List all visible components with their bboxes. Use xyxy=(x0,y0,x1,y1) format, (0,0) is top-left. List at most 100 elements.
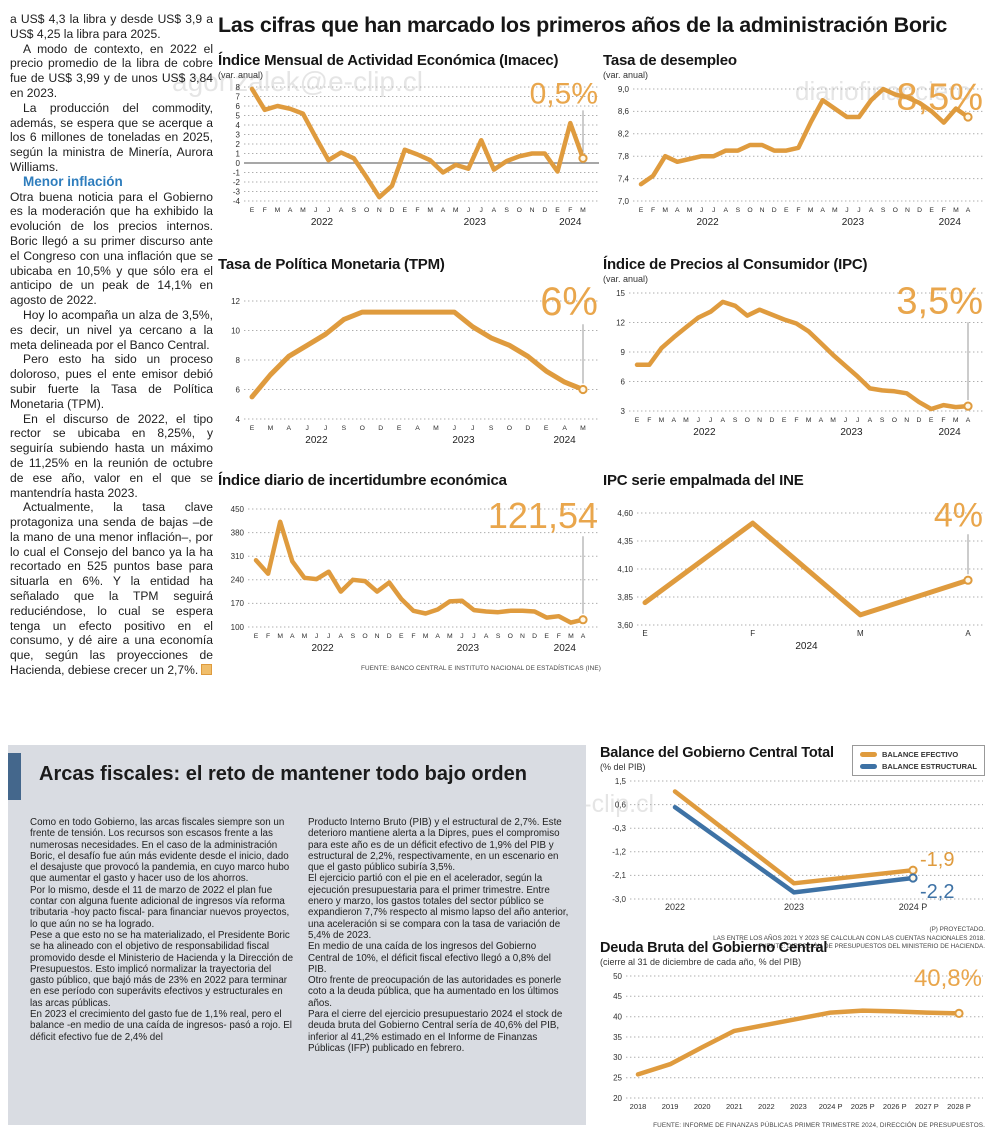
svg-text:M: M xyxy=(423,633,429,640)
chart-title: Tasa de Política Monetaria (TPM) xyxy=(218,256,445,273)
svg-text:2021: 2021 xyxy=(726,1102,743,1111)
svg-text:J: J xyxy=(709,417,712,424)
svg-text:3,60: 3,60 xyxy=(617,621,633,630)
fiscal-paragraph: Por lo mismo, desde el 11 de marzo de 20… xyxy=(30,884,290,930)
chart-incertidumbre: Índice diario de incertidumbre económica… xyxy=(218,472,601,672)
svg-text:45: 45 xyxy=(613,992,622,1001)
fiscal-panel: Arcas fiscales: el reto de mantener todo… xyxy=(8,745,586,1125)
svg-text:S: S xyxy=(881,207,886,214)
footnote: LAS ENTRE LOS AÑOS 2021 Y 2023 SE CALCUL… xyxy=(713,934,985,942)
svg-text:M: M xyxy=(580,425,586,432)
svg-text:O: O xyxy=(892,417,897,424)
svg-text:2022: 2022 xyxy=(311,217,334,228)
chart-subtitle xyxy=(218,274,601,285)
svg-text:A: A xyxy=(675,207,680,214)
chart-canvas: 8 7 6 5 4 3 2 1 0 -1 -2 -3 -4 0,5% E F M A M J J A S O N D E F M A M J J… xyxy=(218,78,601,238)
svg-text:J: J xyxy=(697,417,700,424)
svg-text:E: E xyxy=(929,207,934,214)
svg-text:2: 2 xyxy=(236,140,241,149)
svg-text:D: D xyxy=(525,425,530,432)
svg-text:2023: 2023 xyxy=(790,1102,807,1111)
svg-text:E: E xyxy=(544,425,549,432)
svg-text:D: D xyxy=(532,633,537,640)
svg-text:A: A xyxy=(339,207,344,214)
svg-text:A: A xyxy=(721,417,726,424)
svg-text:F: F xyxy=(557,633,561,640)
svg-text:A: A xyxy=(724,207,729,214)
svg-text:15: 15 xyxy=(616,289,625,298)
fiscal-column-1: Como en todo Gobierno, las arcas fiscale… xyxy=(30,817,296,1043)
legend-swatch-orange xyxy=(860,752,877,757)
svg-text:2025 P: 2025 P xyxy=(851,1102,875,1111)
svg-text:12: 12 xyxy=(616,318,625,327)
svg-text:2020: 2020 xyxy=(694,1102,711,1111)
chart-canvas: 50 45 40 35 30 25 20 40,8% 2018 2019 2020 2021 2022 2… xyxy=(600,965,985,1121)
chart-balance: Balance del Gobierno Central Total (% de… xyxy=(600,745,985,952)
svg-text:F: F xyxy=(266,633,270,640)
svg-text:M: M xyxy=(302,633,308,640)
svg-text:J: J xyxy=(305,425,308,432)
svg-text:2024: 2024 xyxy=(554,643,577,654)
svg-text:310: 310 xyxy=(231,552,245,561)
chart-imacec: Índice Mensual de Actividad Económica (I… xyxy=(218,52,601,238)
svg-text:-4: -4 xyxy=(233,197,241,206)
chart-subtitle: (cierre al 31 de diciembre de cada año, … xyxy=(600,957,802,967)
svg-text:E: E xyxy=(403,207,408,214)
article-paragraph: En el discurso de 2022, el tipo rector s… xyxy=(10,411,213,500)
spacer xyxy=(603,489,986,501)
svg-text:M: M xyxy=(687,207,693,214)
chart-canvas: 15 12 9 6 3 3,5% E F M A M J J A S O N D E F M A M J J A S O N D E F M A 2… xyxy=(603,281,986,450)
svg-text:100: 100 xyxy=(231,623,245,632)
svg-text:O: O xyxy=(517,207,522,214)
svg-text:-2,1: -2,1 xyxy=(612,871,626,880)
svg-text:J: J xyxy=(856,417,859,424)
svg-text:2019: 2019 xyxy=(662,1102,679,1111)
svg-text:2022: 2022 xyxy=(758,1102,775,1111)
svg-text:N: N xyxy=(530,207,535,214)
svg-text:30: 30 xyxy=(613,1053,622,1062)
svg-text:A: A xyxy=(287,425,292,432)
svg-text:-3,0: -3,0 xyxy=(612,895,626,904)
svg-text:F: F xyxy=(263,207,267,214)
svg-text:2022: 2022 xyxy=(311,643,334,654)
svg-text:M: M xyxy=(433,425,439,432)
svg-text:4,35: 4,35 xyxy=(617,537,633,546)
svg-text:7: 7 xyxy=(236,92,241,101)
svg-text:2024: 2024 xyxy=(559,217,582,228)
svg-text:3,5%: 3,5% xyxy=(896,285,983,323)
chart-deuda: Deuda Bruta del Gobierno Central (cierre… xyxy=(600,940,985,1129)
svg-text:N: N xyxy=(375,633,380,640)
chart-canvas: 450 380 310 240 170 100 121,54 E F M A M J J A S O N D E F M A… xyxy=(218,495,601,664)
svg-text:-1,9: -1,9 xyxy=(920,849,954,871)
svg-text:9: 9 xyxy=(621,348,626,357)
chart-tpm: Tasa de Política Monetaria (TPM) 12 10 8 6 4… xyxy=(218,256,601,458)
svg-text:M: M xyxy=(568,633,574,640)
svg-text:A: A xyxy=(672,417,677,424)
svg-text:M: M xyxy=(806,417,812,424)
svg-text:F: F xyxy=(750,629,755,638)
svg-text:7,0: 7,0 xyxy=(618,197,630,206)
svg-text:S: S xyxy=(504,207,509,214)
svg-text:O: O xyxy=(362,633,367,640)
end-of-article-icon xyxy=(201,664,213,676)
svg-text:40: 40 xyxy=(613,1013,622,1022)
chart-ipc: Índice de Precios al Consumidor (IPC) (v… xyxy=(603,256,986,450)
legend-item-efectivo: BALANCE EFECTIVO xyxy=(860,750,977,759)
svg-text:40,8%: 40,8% xyxy=(914,968,982,992)
svg-text:6%: 6% xyxy=(540,285,598,324)
svg-text:D: D xyxy=(772,207,777,214)
svg-text:7,4: 7,4 xyxy=(618,174,630,183)
svg-text:2024 P: 2024 P xyxy=(819,1102,843,1111)
legend-label: BALANCE ESTRUCTURAL xyxy=(882,762,977,771)
svg-text:J: J xyxy=(467,207,470,214)
svg-text:M: M xyxy=(453,207,459,214)
page-title: Las cifras que han marcado los primeros … xyxy=(218,13,948,37)
svg-text:D: D xyxy=(387,633,392,640)
svg-text:A: A xyxy=(868,417,873,424)
svg-text:6: 6 xyxy=(236,102,241,111)
svg-text:8,6: 8,6 xyxy=(618,107,630,116)
article-paragraph: a US$ 4,3 la libra y desde US$ 3,9 a US$… xyxy=(10,12,213,41)
svg-text:50: 50 xyxy=(613,972,622,981)
chart-ipc-empalmada: IPC serie empalmada del INE 4,60 4,35 4,10… xyxy=(603,472,986,658)
